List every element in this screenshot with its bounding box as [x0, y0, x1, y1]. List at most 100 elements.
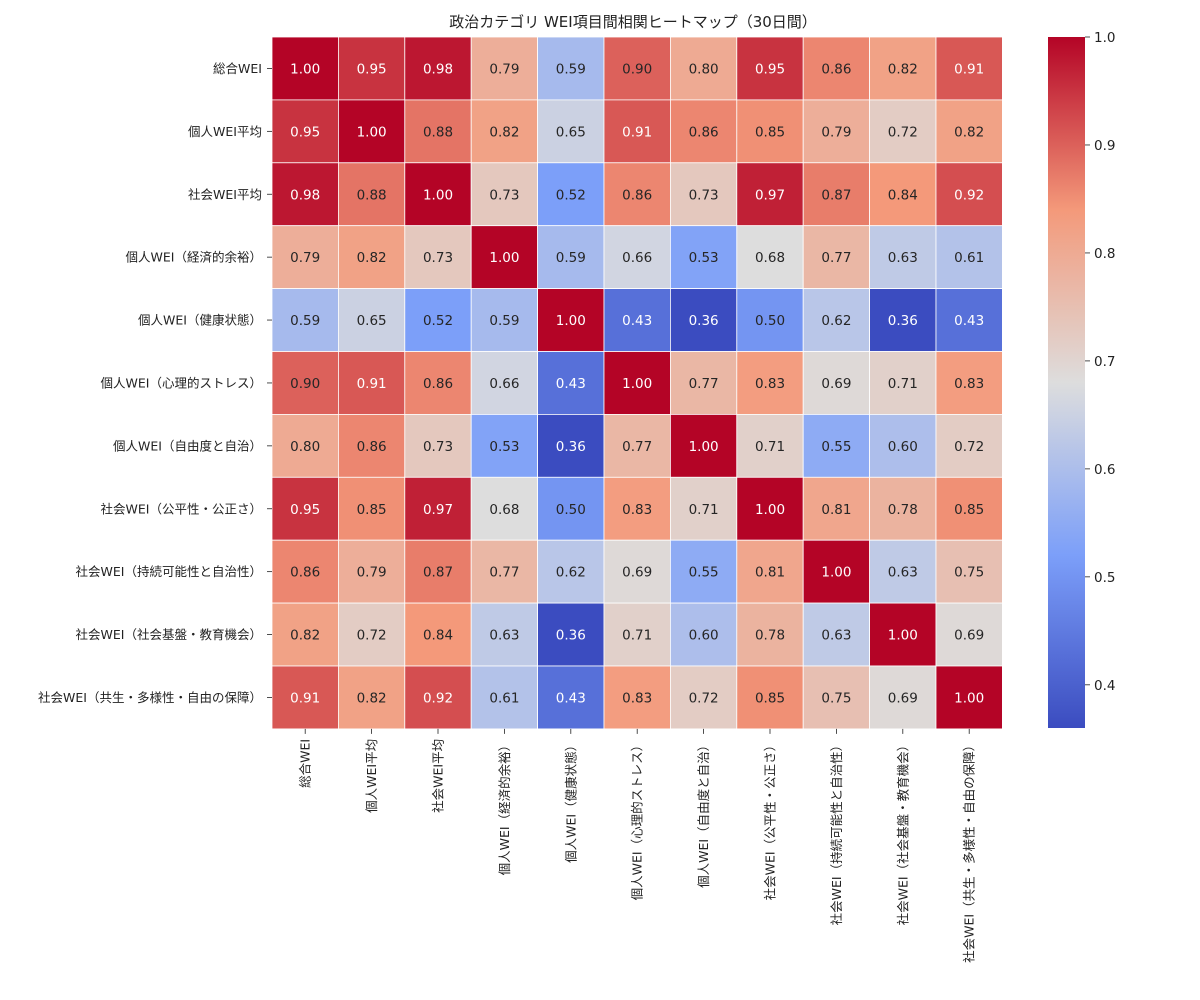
cell-value-label: 0.43: [556, 376, 586, 392]
heatmap-cell: [869, 476, 937, 541]
heatmap-cell: [802, 539, 871, 604]
cell-value-label: 0.69: [954, 628, 984, 644]
heatmap-cell: [537, 36, 605, 101]
heatmap-cell: [736, 665, 804, 730]
cell-value-label: 0.65: [357, 313, 387, 329]
heatmap-cell: [404, 602, 472, 667]
colorbar-tick-label: 0.7: [1094, 354, 1115, 370]
heatmap-cell: [603, 351, 671, 415]
cell-value-label: 0.91: [954, 61, 984, 77]
heatmap-cell: [935, 413, 1003, 478]
heatmap-cell: [802, 602, 871, 667]
cell-value-label: 0.43: [556, 690, 586, 706]
cell-value-label: 0.59: [556, 250, 586, 266]
heatmap-cell: [404, 539, 472, 604]
heatmap-cell: [603, 476, 671, 541]
x-tick-label: 社会WEI（持続可能性と自治性）: [829, 739, 844, 925]
y-tick-label: 社会WEI（共生・多様性・自由の保障）: [38, 690, 262, 705]
cell-value-label: 0.73: [689, 187, 719, 203]
cell-value-label: 0.75: [954, 565, 984, 581]
cell-value-label: 0.83: [622, 502, 652, 518]
x-tick-label: 社会WEI（共生・多様性・自由の保障）: [962, 739, 977, 963]
cell-value-label: 0.92: [423, 690, 453, 706]
heatmap-cell: [736, 36, 804, 101]
heatmap-cell: [337, 413, 406, 478]
cell-value-label: 0.79: [290, 250, 320, 266]
cell-value-label: 0.87: [821, 187, 851, 203]
x-tick-label: 社会WEI（社会基盤・教育機会）: [895, 739, 910, 925]
cell-value-label: 0.97: [755, 187, 785, 203]
colorbar: 0.4 0.5 0.6 0.7 0.8 0.9 1.0: [1048, 30, 1115, 728]
heatmap-cell: [869, 99, 937, 164]
heatmap-cell: [736, 476, 804, 541]
cell-value-label: 0.84: [888, 187, 918, 203]
heatmap-cell: [935, 602, 1003, 667]
colorbar-tick-label: 0.6: [1094, 462, 1115, 478]
cell-value-label: 0.79: [489, 61, 519, 77]
heatmap-cell: [670, 288, 738, 352]
heatmap-cell: [736, 602, 804, 667]
cell-value-label: 0.50: [556, 502, 586, 518]
heatmap-cell: [404, 288, 472, 352]
y-tick-label: 個人WEI（心理的ストレス）: [101, 375, 262, 390]
cell-value-label: 0.81: [755, 565, 785, 581]
cell-value-label: 0.53: [689, 250, 719, 266]
cell-value-label: 0.79: [821, 124, 851, 140]
cell-value-label: 0.82: [489, 124, 519, 140]
y-tick-label: 個人WEI（健康状態）: [138, 313, 262, 328]
heatmap-cell: [670, 162, 738, 227]
cell-value-label: 1.00: [689, 439, 719, 455]
cell-value-label: 0.90: [622, 61, 652, 77]
heatmap-cell: [404, 665, 472, 730]
x-tick-label: 個人WEI（健康状態）: [563, 739, 578, 863]
cell-value-label: 0.95: [290, 502, 320, 518]
heatmap-cell: [271, 288, 339, 352]
cell-value-label: 0.71: [888, 376, 918, 392]
heatmap-cell: [935, 476, 1003, 541]
heatmap-cell: [802, 162, 871, 227]
heatmap-cell: [869, 288, 937, 352]
heatmap-cell: [271, 476, 339, 541]
cell-value-label: 0.82: [290, 628, 320, 644]
cell-value-label: 1.00: [357, 124, 387, 140]
cell-value-label: 0.73: [489, 187, 519, 203]
cell-value-label: 0.71: [755, 439, 785, 455]
cell-value-label: 0.75: [821, 690, 851, 706]
cell-value-label: 1.00: [489, 250, 519, 266]
heatmap-cell: [537, 665, 605, 730]
cell-value-label: 0.83: [622, 690, 652, 706]
cell-value-label: 0.82: [954, 124, 984, 140]
cell-value-label: 0.87: [423, 565, 453, 581]
cell-value-label: 1.00: [755, 502, 785, 518]
cell-value-label: 0.91: [290, 690, 320, 706]
colorbar-tick-label: 0.4: [1094, 678, 1115, 694]
cell-value-label: 0.52: [556, 187, 586, 203]
x-tick-label: 個人WEI（経済的余裕）: [497, 739, 512, 875]
heatmap-cell: [271, 413, 339, 478]
heatmap-cell: [603, 99, 671, 164]
y-tick-label: 個人WEI平均: [188, 124, 262, 139]
heatmap-cell: [802, 665, 871, 730]
cell-value-label: 0.52: [423, 313, 453, 329]
cell-value-label: 0.69: [622, 565, 652, 581]
x-tick-label: 総合WEI: [298, 739, 313, 788]
heatmap-cell: [869, 413, 937, 478]
cell-value-label: 1.00: [556, 313, 586, 329]
cell-value-label: 0.59: [556, 61, 586, 77]
y-tick-label: 社会WEI（社会基盤・教育機会）: [76, 627, 262, 642]
cell-value-label: 0.85: [357, 502, 387, 518]
cell-value-label: 0.95: [290, 124, 320, 140]
cell-value-label: 1.00: [821, 565, 851, 581]
x-tick-label: 社会WEI平均: [431, 739, 446, 813]
heatmap-cell: [935, 288, 1003, 352]
cell-value-label: 0.61: [489, 690, 519, 706]
heatmap-cell: [271, 99, 339, 164]
cell-value-label: 0.78: [755, 628, 785, 644]
x-tick-label: 社会WEI（公平性・公正さ）: [763, 739, 778, 900]
cell-value-label: 0.77: [689, 376, 719, 392]
heatmap-cell: [603, 36, 671, 101]
heatmap-cell: [404, 36, 472, 101]
heatmap-cell: [736, 539, 804, 604]
cell-value-label: 0.91: [357, 376, 387, 392]
